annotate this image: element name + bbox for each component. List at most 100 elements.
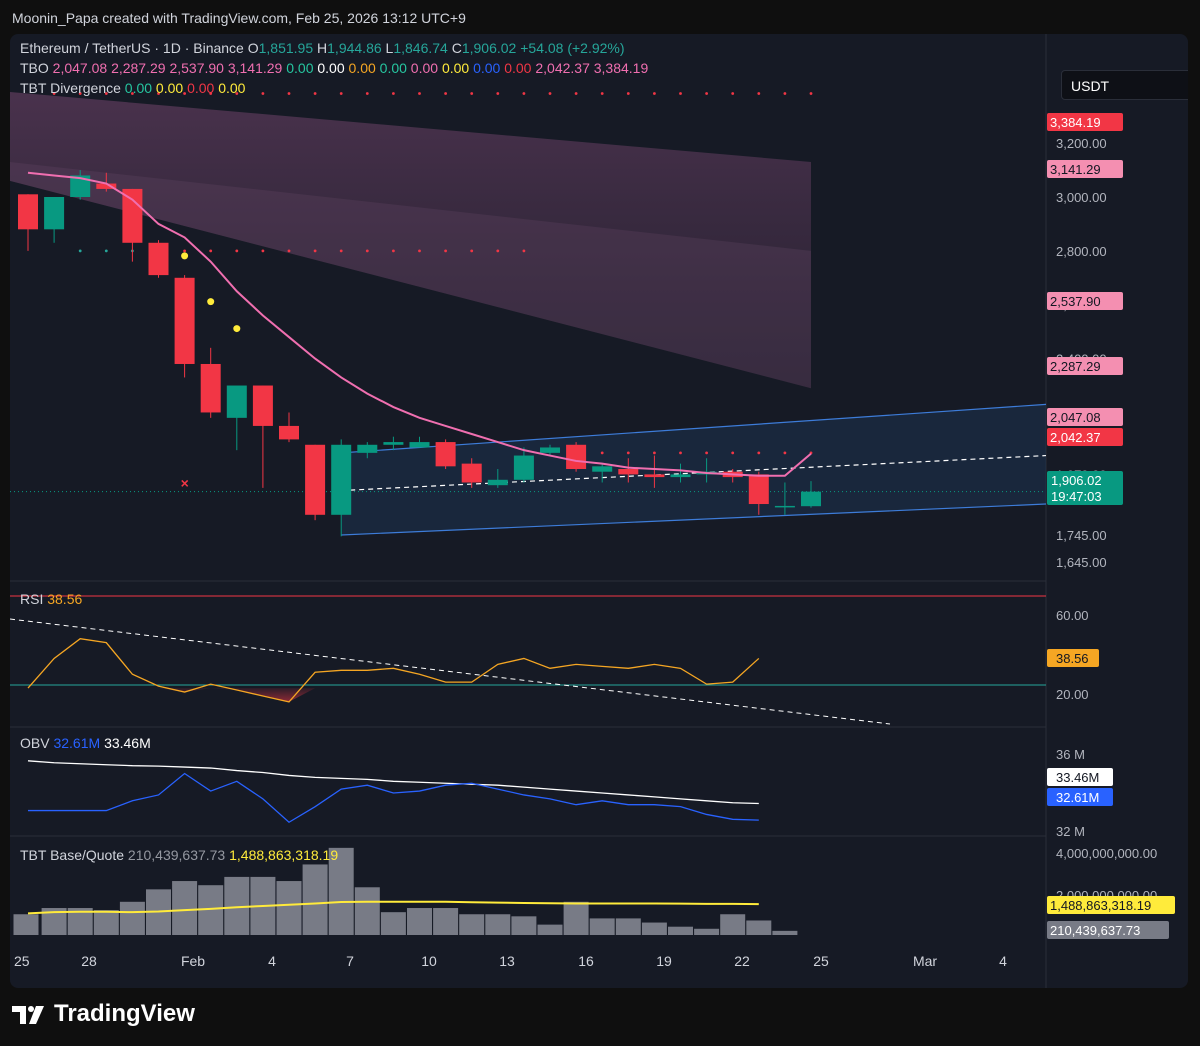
time-tick: 10	[421, 953, 437, 969]
divergence-value: 0.00	[125, 80, 156, 96]
divergence-value: 0.00	[218, 80, 245, 96]
tbo-dot	[209, 249, 213, 253]
resistance-dot	[470, 92, 474, 95]
tbt-ma-value: 1,488,863,318.19	[229, 847, 338, 863]
support-dot	[679, 451, 682, 455]
sell-cross-marker: ×	[181, 475, 189, 491]
symbol-name: Ethereum / TetherUS · 1D · Binance	[20, 40, 248, 56]
resistance-dot	[339, 92, 343, 95]
time-tick: Feb	[181, 953, 205, 969]
divergence-label: TBT Divergence	[20, 80, 125, 96]
tbo-cloud-inner	[10, 161, 811, 389]
tbt-volume-bar	[563, 901, 589, 935]
chart-panel[interactable]: × 3,200.003,000.002,800.002,600.002,400.…	[10, 34, 1188, 988]
obv-ma-label: 33.46M	[1056, 770, 1099, 785]
candle-body	[122, 188, 143, 243]
tbt-volume-bar	[93, 910, 119, 935]
currency-button[interactable]: USDT	[1061, 70, 1188, 100]
tbo-value: 2,042.37	[535, 60, 593, 76]
time-axis[interactable]: 25 28 Feb 4 7 10 13 16 19 22 25 Mar 4	[14, 953, 1007, 969]
candle-body	[409, 442, 430, 448]
price-tick: 3,200.00	[1056, 136, 1107, 151]
candle-body	[226, 385, 247, 418]
yellow-signal-dot	[233, 325, 241, 333]
time-tick: 22	[734, 953, 750, 969]
resistance-dot	[131, 92, 134, 95]
resistance-dot	[809, 92, 813, 95]
resistance-dot	[235, 92, 239, 95]
ohlc-value: 1,944.86	[327, 40, 385, 56]
price-label: 3,384.19	[1050, 115, 1101, 130]
ohlc-value: 1,906.02	[462, 40, 520, 56]
resistance-dot	[365, 92, 369, 95]
tbt-volume-bar	[328, 847, 354, 935]
obv-label: OBV	[20, 735, 53, 751]
resistance-dot	[183, 92, 187, 95]
tbo-dot	[496, 249, 500, 253]
price-pane[interactable]: ×	[10, 34, 1047, 988]
price-label: 2,047.08	[1050, 410, 1101, 425]
candle-body	[801, 491, 821, 507]
tbo-value: 0.00	[317, 60, 348, 76]
resistance-dot	[705, 92, 708, 95]
candle-body	[331, 444, 352, 515]
tbt-ma-line	[27, 900, 759, 915]
resistance-dot	[52, 92, 56, 95]
price-label-bg	[1047, 428, 1123, 446]
tbt-volume-bar	[302, 864, 328, 935]
legend-tbo: TBO 2,047.08 2,287.29 2,537.90 3,141.29 …	[20, 60, 648, 76]
tbt-label-bg	[1047, 921, 1169, 939]
rsi-pane[interactable]	[10, 595, 1046, 725]
tbo-value: 0.00	[286, 60, 317, 76]
tbo-value: 0.00	[349, 60, 380, 76]
tradingview-logo: TradingView	[12, 996, 195, 1032]
rsi-tick: 60.00	[1056, 608, 1089, 623]
time-tick: 4	[268, 953, 276, 969]
rsi-value-label-bg	[1047, 649, 1099, 667]
candle-body	[148, 242, 169, 276]
tbt-ma-label: 1,488,863,318.19	[1050, 898, 1151, 913]
candle-body	[357, 444, 378, 453]
time-tick: 16	[578, 953, 594, 969]
tbt-label: 210,439,637.73	[1050, 923, 1140, 938]
candle-body	[174, 277, 195, 364]
resistance-dot	[104, 92, 108, 95]
chart-svg[interactable]: × 3,200.003,000.002,800.002,600.002,400.…	[10, 34, 1188, 988]
tbo-value: 3,384.19	[594, 60, 649, 76]
obv-line	[28, 772, 759, 824]
tbt-tick: 4,000,000,000.00	[1056, 846, 1157, 861]
resistance-dot	[287, 92, 291, 95]
tbt-volume-bar	[772, 930, 798, 935]
rsi-trendline	[10, 618, 891, 725]
tbt-volume-bar	[380, 912, 406, 935]
resistance-dot	[522, 92, 526, 95]
candle-body	[461, 463, 482, 483]
time-tick: 13	[499, 953, 515, 969]
tbo-dot	[287, 249, 291, 253]
candle-body	[644, 474, 665, 478]
ohlc-key: H	[317, 40, 327, 56]
channel-upper-line	[341, 403, 1047, 454]
obv-pane[interactable]	[27, 760, 759, 824]
candle-body	[540, 447, 560, 453]
resistance-dot	[444, 92, 447, 95]
candle-body	[670, 474, 691, 478]
tbo-dot	[78, 249, 82, 253]
tbt-volume-bar	[172, 881, 198, 935]
tbt-value: 210,439,637.73	[128, 847, 229, 863]
tbo-label: TBO	[20, 60, 53, 76]
candle-body	[279, 425, 299, 440]
tbo-dot	[313, 249, 317, 253]
time-tick: 7	[346, 953, 354, 969]
candle-body	[44, 197, 65, 230]
resistance-dot	[757, 92, 761, 95]
obv-ma-line	[27, 760, 759, 805]
tbt-pane[interactable]	[13, 847, 798, 935]
price-axis[interactable]: 3,200.003,000.002,800.002,600.002,400.00…	[1047, 113, 1175, 939]
resistance-dot	[418, 92, 421, 95]
tbo-dot	[261, 249, 265, 253]
tbt-volume-bar	[485, 914, 511, 935]
obv-ma-label-bg	[1047, 768, 1113, 786]
obv-tick: 36 M	[1056, 747, 1085, 762]
tbo-value: 2,047.08	[53, 60, 111, 76]
